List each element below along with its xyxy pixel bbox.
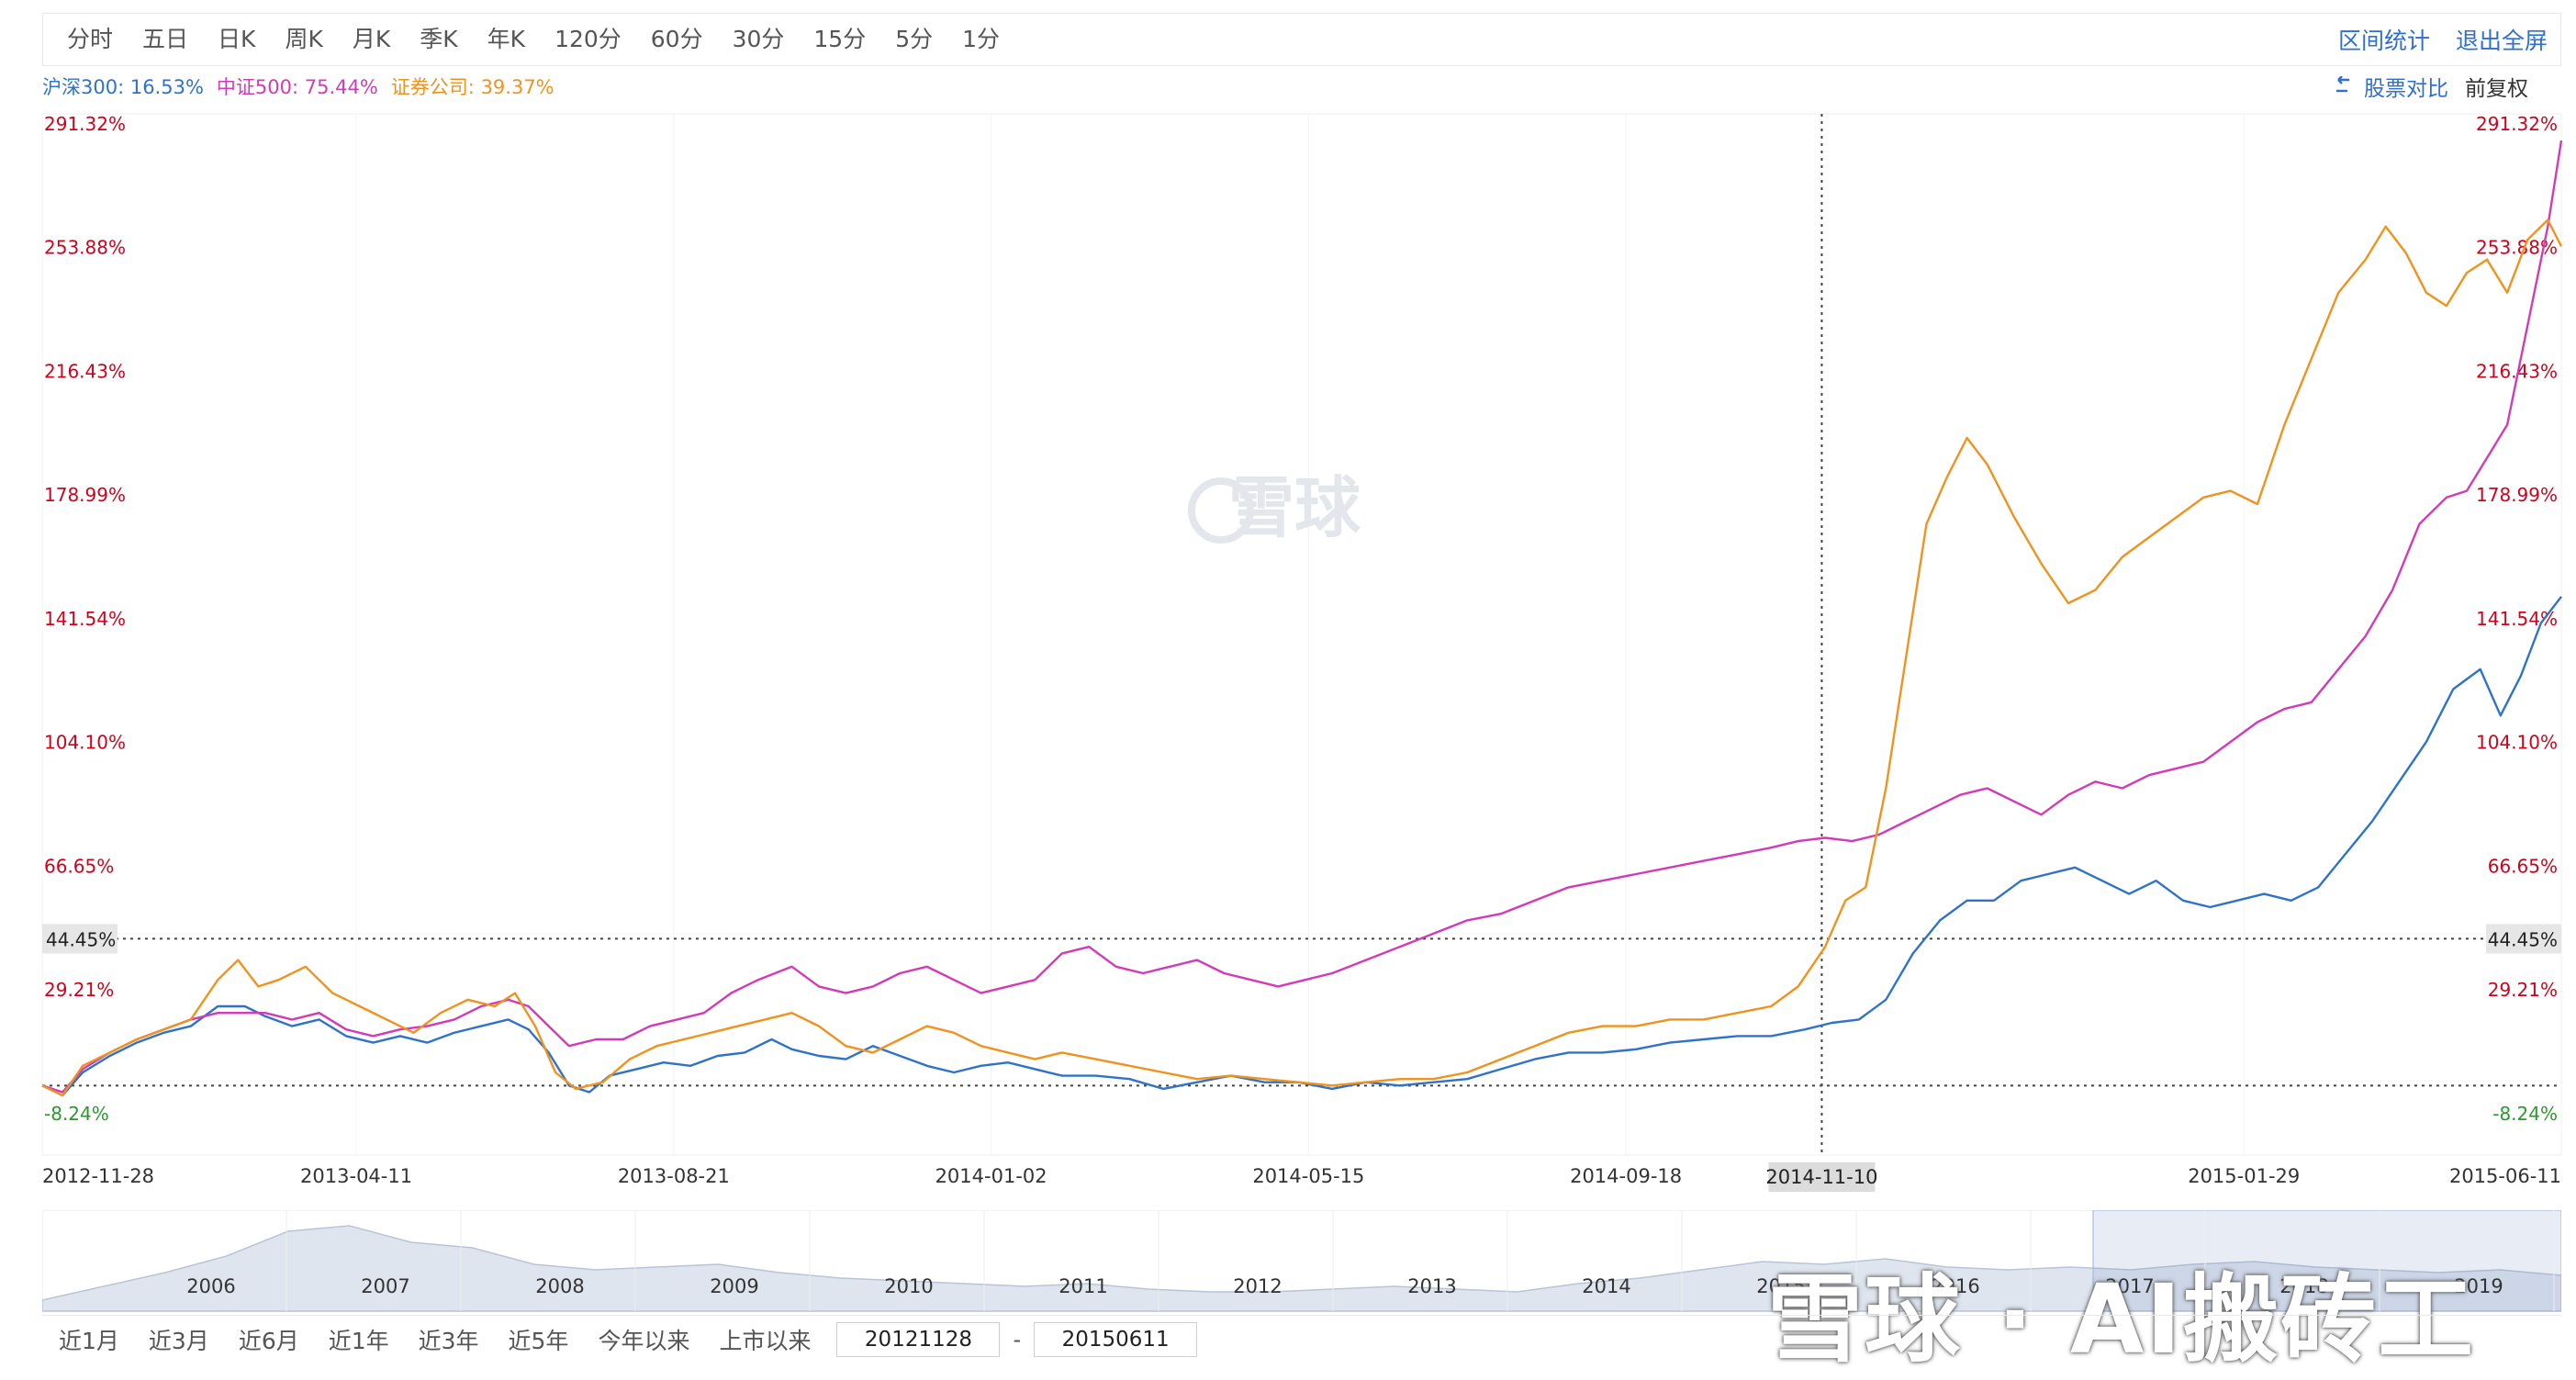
range-tab[interactable]: 近3月 <box>148 1328 209 1354</box>
y-tick-label-left: 141.54% <box>44 608 126 630</box>
range-tab[interactable]: 近3年 <box>418 1328 479 1354</box>
series-line-hs300 <box>41 596 2562 1097</box>
period-tab[interactable]: 年K <box>487 26 526 52</box>
range-tab[interactable]: 上市以来 <box>719 1328 812 1354</box>
y-tick-label-left: 66.65% <box>44 856 114 878</box>
x-tick-label: 2014-01-02 <box>935 1165 1047 1187</box>
y-tick-label-left: 253.88% <box>44 237 126 259</box>
x-tick-label: 2015-06-11 <box>2449 1165 2561 1187</box>
navigator-year-label: 2013 <box>1407 1275 1456 1297</box>
crosshair-x-label-box <box>1768 1162 1876 1192</box>
legend-item: 证券公司: 39.37% <box>390 76 554 98</box>
plot-frame <box>41 113 2562 1156</box>
end-date-input[interactable]: 20150611 <box>1034 1322 1198 1357</box>
crosshair-y-label-left: 44.45% <box>46 928 116 950</box>
period-tab[interactable]: 120分 <box>554 26 622 52</box>
navigator-year-label: 2017 <box>2105 1275 2154 1297</box>
legend-item: 沪深300: 16.53% <box>42 76 204 98</box>
x-tick-label: 2012-11-28 <box>42 1165 154 1187</box>
range-bar: 近1月 近3月 近6月 近1年 近3年 近5年 今年以来 上市以来 20121128 - 20… <box>42 1315 2561 1363</box>
navigator-selection[interactable] <box>2092 1210 2561 1312</box>
navigator-year-label: 2019 <box>2454 1275 2503 1297</box>
range-tab[interactable]: 今年以来 <box>598 1328 690 1354</box>
interval-stats-button[interactable]: 区间统计 <box>2337 28 2430 54</box>
period-tab[interactable]: 30分 <box>732 26 785 52</box>
swap-arrow-icon <box>2336 76 2349 93</box>
series-line-broker <box>41 219 2563 1097</box>
navigator-year-label: 2010 <box>884 1275 933 1297</box>
period-tab[interactable]: 15分 <box>813 26 867 52</box>
period-tabs: 分时 五日 日K 周K 月K 季K 年K 120分 60分 30分 15分 5分 1分 <box>54 14 1016 65</box>
y-tick-label-left: 104.10% <box>44 732 126 754</box>
period-tab[interactable]: 周K <box>285 26 323 52</box>
watermark-logo: 雪球 · AI搬砖工 <box>1767 1263 2476 1375</box>
x-tick-label: 2013-04-11 <box>300 1165 412 1187</box>
x-tick-label: 2014-05-15 <box>1252 1165 1364 1187</box>
navigator-year-label: 2014 <box>1582 1275 1630 1297</box>
stock-compare-label: 股票对比 <box>2364 77 2448 101</box>
legend-item: 中证500: 75.44% <box>216 76 378 98</box>
y-tick-label-left: 29.21% <box>44 979 114 1001</box>
range-navigator[interactable]: 2006 2007 2008 2009 2010 2011 2012 2013 2014 2015… <box>42 1210 2561 1313</box>
period-tab[interactable]: 五日 <box>142 26 189 52</box>
period-tab[interactable]: 5分 <box>895 26 934 52</box>
navigator-year-label: 2016 <box>1931 1275 1979 1297</box>
navigator-year-label: 2008 <box>535 1275 584 1297</box>
crosshair-y-label-right: 44.45% <box>2488 928 2558 950</box>
date-separator: - <box>1013 1327 1022 1352</box>
period-tab[interactable]: 季K <box>420 26 458 52</box>
crosshair-y-label-left-box <box>42 924 118 954</box>
range-tab[interactable]: 近6月 <box>238 1328 299 1354</box>
price-adjust-button[interactable]: 前复权 <box>2465 77 2528 101</box>
start-date-input[interactable]: 20121128 <box>836 1322 1001 1357</box>
crosshair-x-label: 2014-11-10 <box>1765 1166 1877 1188</box>
range-tabs: 近1月 近3月 近6月 近1年 近3年 近5年 今年以来 上市以来 <box>42 1323 823 1356</box>
range-tab[interactable]: 近5年 <box>508 1328 569 1354</box>
crosshair-y-label-right-box <box>2486 924 2561 954</box>
x-tick-label: 2014-09-18 <box>1570 1165 1682 1187</box>
navigator-year-label: 2009 <box>710 1275 758 1297</box>
toolbar-actions: 区间统计 退出全屏 <box>2338 14 2548 65</box>
navigator-year-label: 2007 <box>361 1275 409 1297</box>
y-tick-label-right: 104.10% <box>2476 732 2558 754</box>
plot-watermark-icon <box>1188 477 1254 544</box>
navigator-year-label: 2006 <box>186 1275 235 1297</box>
period-toolbar: 分时 五日 日K 周K 月K 季K 年K 120分 60分 30分 15分 5分 1分 区间统计 退出全… <box>42 13 2561 66</box>
y-tick-label-left: 216.43% <box>44 361 126 383</box>
chart-legend: 沪深300: 16.53% 中证500: 75.44% 证券公司: 39.37% <box>42 72 554 101</box>
y-tick-label-right: -8.24% <box>2492 1103 2558 1125</box>
y-tick-label-right: 178.99% <box>2476 484 2558 506</box>
navigator-year-label: 2012 <box>1233 1275 1282 1297</box>
chart-controls: 股票对比 前复权 <box>2331 70 2528 103</box>
y-tick-label-left: -8.24% <box>44 1103 109 1125</box>
period-tab[interactable]: 月K <box>352 26 391 52</box>
range-tab[interactable]: 近1月 <box>59 1328 119 1354</box>
period-tab[interactable]: 分时 <box>67 26 114 52</box>
y-tick-label-left: 291.32% <box>44 113 126 135</box>
x-tick-label: 2013-08-21 <box>618 1165 730 1187</box>
x-tick-label: 2015-01-29 <box>2188 1165 2300 1187</box>
period-tab[interactable]: 60分 <box>650 26 703 52</box>
navigator-year-label: 2011 <box>1058 1275 1107 1297</box>
period-tab[interactable]: 1分 <box>962 26 1001 52</box>
y-tick-label-left: 178.99% <box>44 484 126 506</box>
y-tick-label-right: 291.32% <box>2476 113 2558 135</box>
exit-fullscreen-button[interactable]: 退出全屏 <box>2455 28 2548 54</box>
range-tab[interactable]: 近1年 <box>328 1328 389 1354</box>
stock-compare-button[interactable]: 股票对比 <box>2331 71 2448 102</box>
y-tick-label-right: 66.65% <box>2488 856 2558 878</box>
y-tick-label-right: 29.21% <box>2488 979 2558 1001</box>
period-tab[interactable]: 日K <box>218 26 256 52</box>
series-line-zz500 <box>41 140 2563 1094</box>
navigator-year-label: 2015 <box>1756 1275 1805 1297</box>
navigator-year-label: 2018 <box>2279 1275 2328 1297</box>
